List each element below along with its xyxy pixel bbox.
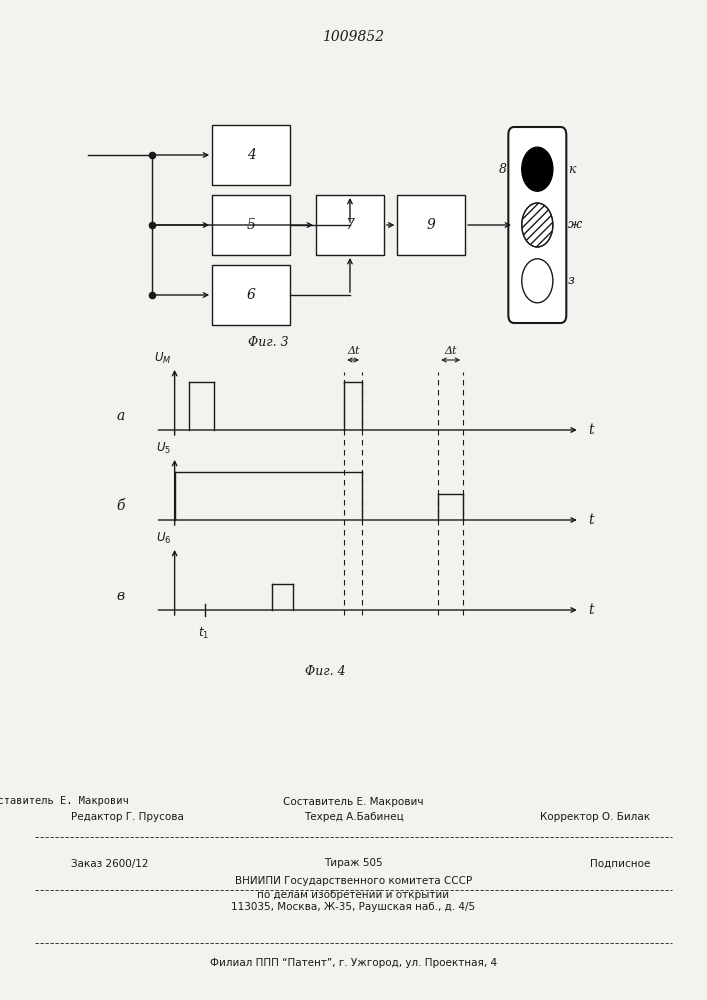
Text: $U_6$: $U_6$ xyxy=(156,531,171,546)
Text: по делам изобретений и открытий: по делам изобретений и открытий xyxy=(257,890,450,900)
FancyBboxPatch shape xyxy=(508,127,566,323)
Circle shape xyxy=(522,259,553,303)
Text: Φиг. 3: Φиг. 3 xyxy=(248,336,289,350)
Text: к: к xyxy=(568,163,575,176)
Text: Редактор Г. Прусова: Редактор Г. Прусова xyxy=(71,812,184,822)
Bar xyxy=(316,195,384,255)
Text: t: t xyxy=(588,423,594,437)
Text: Филиал ППП “Патент”, г. Ужгород, ул. Проектная, 4: Филиал ППП “Патент”, г. Ужгород, ул. Про… xyxy=(210,958,497,968)
Bar xyxy=(397,195,465,255)
Text: $t_1$: $t_1$ xyxy=(198,626,209,641)
Text: t: t xyxy=(588,603,594,617)
Text: а: а xyxy=(116,409,124,423)
Bar xyxy=(212,265,290,325)
Text: Δt: Δt xyxy=(445,346,457,356)
Text: Тираж 505: Тираж 505 xyxy=(325,858,382,868)
Text: $U_M$: $U_M$ xyxy=(153,351,171,366)
Text: 5: 5 xyxy=(247,218,255,232)
Text: 6: 6 xyxy=(247,288,255,302)
Text: 7: 7 xyxy=(346,218,354,232)
Text: в: в xyxy=(116,589,124,603)
Circle shape xyxy=(522,203,553,247)
Text: Подписное: Подписное xyxy=(590,858,650,868)
Text: t: t xyxy=(588,513,594,527)
Bar xyxy=(212,125,290,185)
Text: 1009852: 1009852 xyxy=(322,30,385,44)
Text: б: б xyxy=(116,499,124,513)
Text: $U_5$: $U_5$ xyxy=(156,441,171,456)
Text: з: з xyxy=(568,274,575,287)
Text: 113035, Москва, Ж-35, Раушская наб., д. 4/5: 113035, Москва, Ж-35, Раушская наб., д. … xyxy=(231,902,476,912)
Text: Корректор О. Билак: Корректор О. Билак xyxy=(540,812,650,822)
Text: ж: ж xyxy=(568,219,582,232)
Text: Δt: Δt xyxy=(347,346,359,356)
Text: 8: 8 xyxy=(499,163,507,176)
Text: 4: 4 xyxy=(247,148,255,162)
Text: Φиг. 4: Φиг. 4 xyxy=(305,665,346,678)
Text: Заказ 2600/12: Заказ 2600/12 xyxy=(71,858,148,868)
Text: Техред А.Бабинец: Техред А.Бабинец xyxy=(303,812,404,822)
Circle shape xyxy=(522,147,553,191)
Text: ВНИИПИ Государственного комитета СССР: ВНИИПИ Государственного комитета СССР xyxy=(235,876,472,886)
Text: Составитель Е. Макрович: Составитель Е. Макрович xyxy=(284,797,423,807)
Bar xyxy=(212,195,290,255)
Text: Составитель Е. Макрович: Составитель Е. Макрович xyxy=(0,796,129,806)
Text: 9: 9 xyxy=(427,218,436,232)
